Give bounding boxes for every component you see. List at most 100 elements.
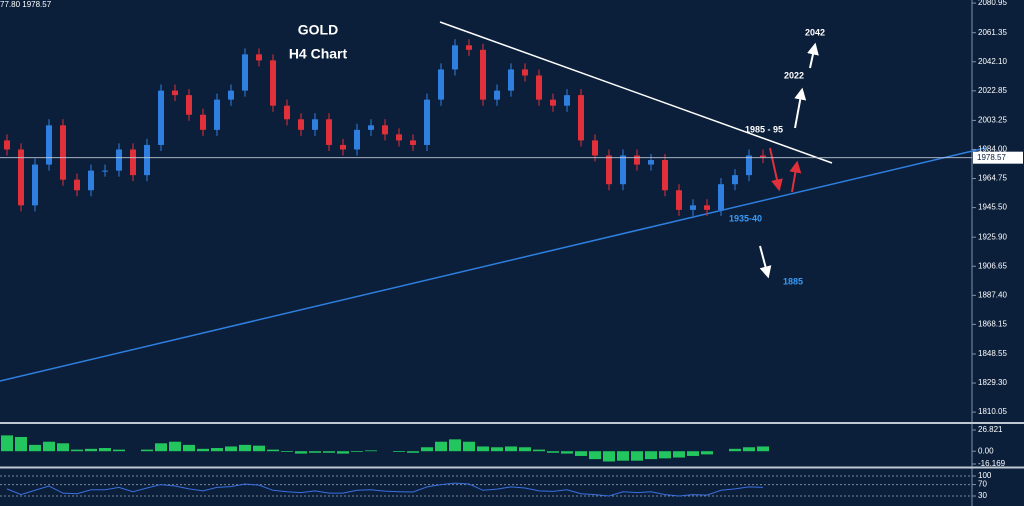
histogram-bar bbox=[211, 448, 223, 452]
histogram-bar bbox=[85, 448, 97, 452]
annotation: 2022 bbox=[784, 70, 804, 80]
annotation: 1885 bbox=[783, 276, 803, 286]
y-tick-label: 100 bbox=[978, 471, 992, 480]
candle-body bbox=[452, 45, 458, 70]
y-tick-label: 70 bbox=[978, 480, 987, 489]
histogram-bar bbox=[659, 451, 671, 459]
candle-body bbox=[186, 95, 192, 115]
candle-body bbox=[466, 45, 472, 50]
histogram-bar bbox=[71, 449, 83, 452]
histogram-bar bbox=[533, 449, 545, 452]
y-tick-label: -16.169 bbox=[978, 459, 1006, 468]
histogram-bar bbox=[631, 451, 643, 461]
histogram-bar bbox=[491, 447, 503, 452]
histogram-bar bbox=[309, 451, 321, 453]
histogram-bar bbox=[141, 449, 153, 452]
candle-body bbox=[606, 155, 612, 185]
candle-body bbox=[438, 69, 444, 100]
y-tick-label: 1848.55 bbox=[978, 349, 1007, 358]
candle-body bbox=[144, 144, 150, 176]
candle-body bbox=[256, 54, 262, 61]
y-tick-label: 2042.10 bbox=[978, 57, 1007, 66]
histogram-bar bbox=[113, 449, 125, 452]
histogram-bar bbox=[407, 451, 419, 453]
last-price-label: 1978.57 bbox=[977, 153, 1006, 162]
candle-body bbox=[662, 160, 668, 191]
candle-body bbox=[424, 99, 430, 145]
candle-body bbox=[564, 95, 570, 106]
histogram-bar bbox=[57, 443, 69, 452]
candle-body bbox=[746, 155, 752, 176]
chart-title: GOLD bbox=[298, 22, 338, 38]
y-tick-label: 1964.75 bbox=[978, 174, 1007, 183]
candle-body bbox=[102, 170, 108, 172]
candle-body bbox=[494, 90, 500, 100]
candle-body bbox=[312, 119, 318, 130]
histogram-bar bbox=[477, 446, 489, 452]
histogram-bar bbox=[743, 447, 755, 452]
histogram-bar bbox=[673, 451, 685, 458]
candle-body bbox=[550, 99, 556, 106]
y-tick-label: 2003.25 bbox=[978, 116, 1007, 125]
candle-body bbox=[760, 155, 766, 158]
histogram-bar bbox=[253, 445, 265, 452]
arrow bbox=[807, 42, 819, 69]
arrow bbox=[759, 245, 772, 279]
last-price-box bbox=[973, 151, 1023, 164]
histogram-bar bbox=[603, 451, 615, 462]
candle-body bbox=[578, 95, 584, 141]
histogram-bar bbox=[701, 451, 713, 455]
histogram-bar bbox=[169, 441, 181, 452]
histogram-bar bbox=[463, 441, 475, 452]
candle-body bbox=[74, 179, 80, 191]
annotation: 1985 - 95 bbox=[745, 124, 783, 134]
histogram-bar bbox=[449, 439, 461, 452]
candle-body bbox=[228, 90, 234, 100]
histogram-bar bbox=[393, 451, 405, 452]
histogram-bar bbox=[99, 448, 111, 452]
support-trendline bbox=[0, 147, 986, 382]
y-tick-label: 30 bbox=[978, 491, 987, 500]
candle-body bbox=[676, 190, 682, 210]
histogram-bar bbox=[155, 443, 167, 452]
candle-body bbox=[326, 119, 332, 145]
histogram-bar bbox=[323, 451, 335, 453]
candle-body bbox=[172, 90, 178, 96]
y-tick-label: 1906.65 bbox=[978, 261, 1007, 270]
candle-body bbox=[634, 155, 640, 165]
histogram-bar bbox=[617, 451, 629, 461]
candle-body bbox=[200, 114, 206, 130]
header-text: 77.80 1978.57 bbox=[0, 0, 52, 9]
candle-body bbox=[130, 149, 136, 176]
candle-body bbox=[214, 99, 220, 130]
candle-body bbox=[690, 205, 696, 210]
histogram-bar bbox=[421, 447, 433, 452]
y-tick-label: 1868.15 bbox=[978, 319, 1007, 328]
candle-body bbox=[396, 134, 402, 141]
y-tick-label: 2080.95 bbox=[978, 0, 1007, 7]
histogram-bar bbox=[547, 451, 559, 453]
histogram-bar bbox=[645, 451, 657, 460]
candle-body bbox=[284, 105, 290, 120]
arrow bbox=[769, 147, 783, 192]
candle-body bbox=[732, 175, 738, 185]
histogram-bar bbox=[281, 451, 293, 452]
candle-body bbox=[158, 90, 164, 145]
y-tick-label: 1810.05 bbox=[978, 407, 1007, 416]
candle-body bbox=[116, 149, 122, 171]
resistance-trendline bbox=[439, 21, 833, 164]
candle-body bbox=[480, 49, 486, 100]
histogram-bar bbox=[197, 448, 209, 452]
candle-body bbox=[298, 119, 304, 130]
histogram-bar bbox=[267, 449, 279, 452]
annotation: 1935-40 bbox=[729, 213, 762, 223]
candle-body bbox=[410, 140, 416, 145]
chart-subtitle: H4 Chart bbox=[289, 46, 348, 62]
annotation: 2042 bbox=[805, 27, 825, 37]
arrow bbox=[789, 160, 802, 193]
candle-body bbox=[704, 205, 710, 210]
histogram-bar bbox=[351, 451, 363, 452]
histogram-bar bbox=[43, 441, 55, 452]
